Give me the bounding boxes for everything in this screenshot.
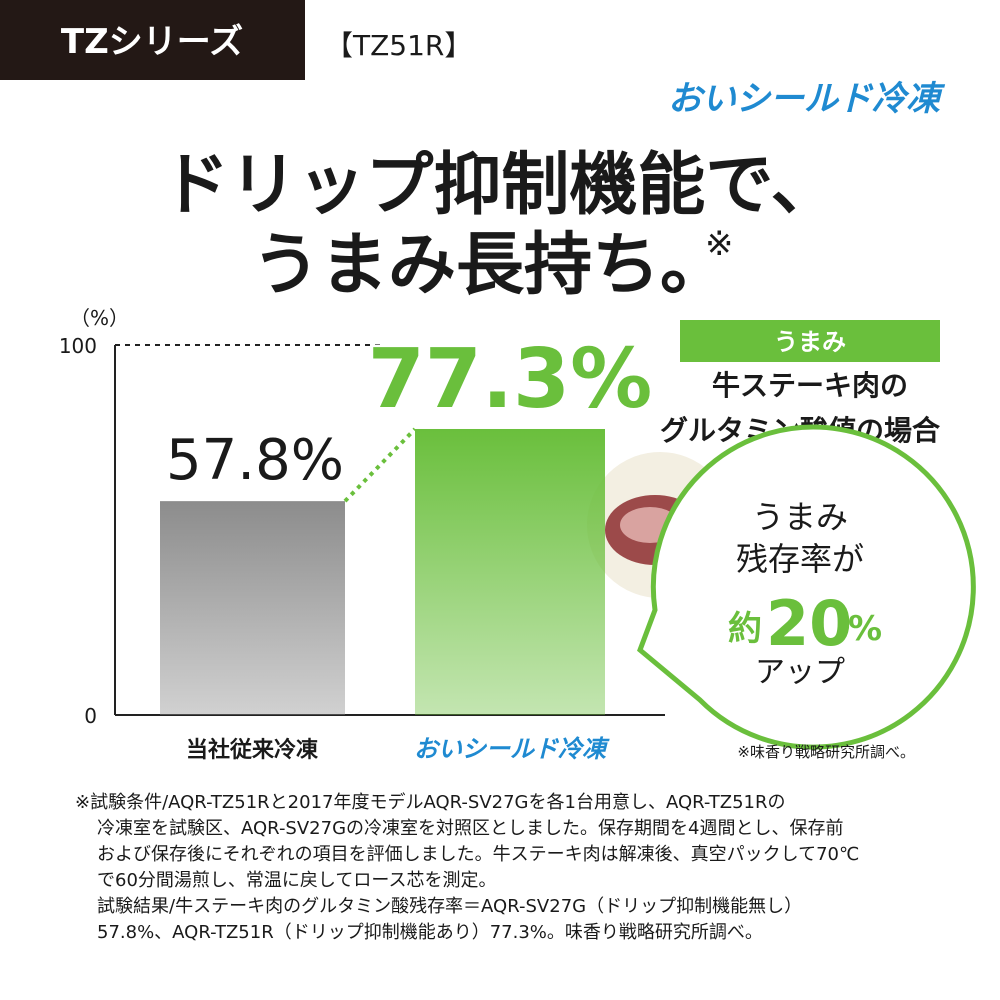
bubble-prefix: 約 — [728, 609, 762, 649]
footnote-line: および保存後にそれぞれの項目を評価しました。牛ステーキ肉は解凍後、真空パックして… — [97, 844, 859, 865]
tag-text: うまみ — [774, 328, 846, 356]
bubble-number: 20 — [766, 587, 852, 660]
connector — [343, 427, 417, 503]
y-tick-label: 100 — [59, 334, 97, 358]
callout-text: 牛ステーキ肉の — [712, 369, 908, 402]
bubble-text: 残存率が — [736, 540, 864, 578]
logo: おいシールド冷凍 — [668, 79, 946, 119]
headline: うまみ長持ち。 — [252, 226, 728, 305]
headline-mark: ※ — [705, 224, 734, 264]
value-label: 57.8% — [166, 428, 344, 493]
speech-bubble — [637, 424, 976, 750]
x-tick-label: 当社従来冷凍 — [186, 737, 319, 763]
source: ※味香り戦略研究所調べ。 — [737, 743, 915, 761]
series-badge — [0, 0, 305, 80]
bar — [415, 428, 605, 715]
footnote-line: で60分間湯煎し、常温に戻してロース芯を測定。 — [97, 870, 496, 891]
footnote: ※試験条件/AQR-TZ51Rと2017年度モデルAQR-SV27Gを各1台用意… — [75, 792, 859, 943]
headline: ドリップ抑制機能で、 — [161, 146, 838, 225]
footnote-line: ※試験条件/AQR-TZ51Rと2017年度モデルAQR-SV27Gを各1台用意… — [75, 792, 785, 813]
bubble-text: アップ — [755, 655, 845, 690]
bar — [160, 501, 345, 715]
footnote-line: 冷凍室を試験区、AQR-SV27Gの冷凍室を対照区としました。保存期間を4週間と… — [97, 818, 843, 839]
footnote-line: 57.8%、AQR-TZ51R（ドリップ抑制機能あり）77.3%。味香り戦略研究… — [97, 922, 763, 943]
tag — [680, 320, 940, 362]
model-name: 【TZ51R】 — [325, 29, 472, 62]
y-tick-label: 0 — [84, 704, 97, 728]
x-tick-label: おいシールド冷凍 — [414, 735, 610, 763]
y-axis-label: （%） — [70, 306, 129, 330]
value-label: 77.3% — [368, 332, 652, 427]
bubble-text: うまみ — [752, 498, 848, 536]
bubble-unit: % — [848, 609, 882, 649]
series-name: TZシリーズ — [61, 22, 243, 62]
footnote-line: 試験結果/牛ステーキ肉のグルタミン酸残存率＝AQR-SV27G（ドリップ抑制機能… — [97, 896, 802, 917]
